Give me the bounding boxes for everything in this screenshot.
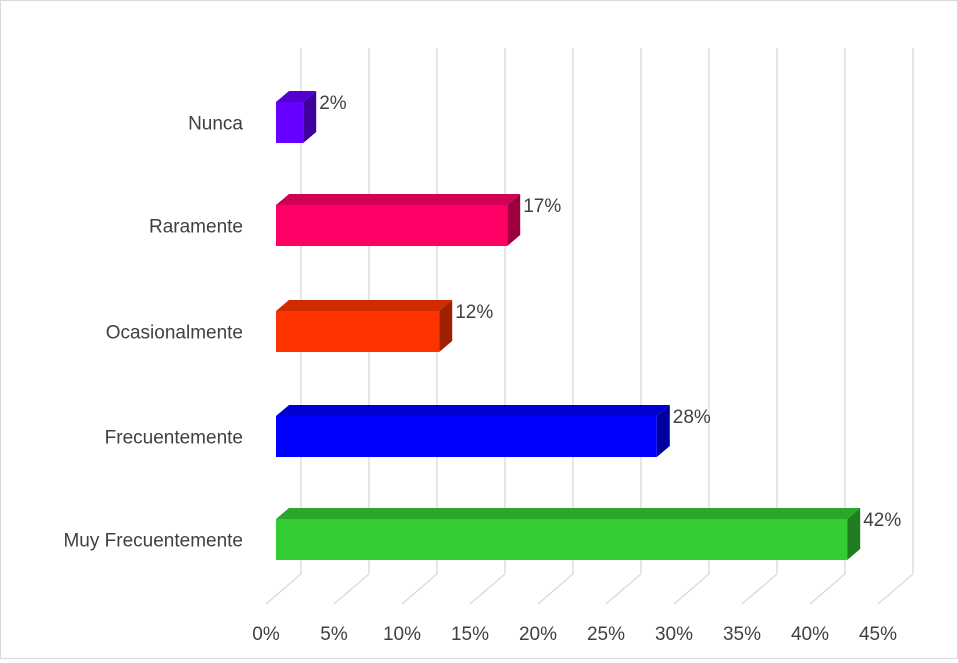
gridline-floor	[741, 573, 778, 605]
gridline-floor	[809, 573, 846, 605]
category-label: Muy Frecuentemente	[63, 531, 243, 552]
category-label: Raramente	[149, 217, 243, 238]
x-tick-label: 5%	[320, 624, 348, 645]
x-tick-label: 25%	[587, 624, 625, 645]
gridline-floor	[401, 573, 438, 605]
bar-side	[303, 91, 317, 143]
bar	[276, 194, 521, 246]
data-label: 12%	[455, 302, 493, 323]
bar-side	[507, 194, 521, 246]
bar-top	[276, 91, 317, 102]
category-label: Frecuentemente	[105, 428, 243, 449]
x-tick-label: 0%	[252, 624, 280, 645]
x-tick-label: 20%	[519, 624, 557, 645]
gridline-floor	[537, 573, 574, 605]
bar	[276, 405, 670, 457]
bar-front	[276, 205, 508, 246]
bar-top	[276, 300, 453, 311]
bars	[276, 91, 861, 560]
bar-top	[276, 405, 670, 416]
bar	[276, 508, 861, 560]
category-label: Ocasionalmente	[106, 323, 243, 344]
bar-side	[847, 508, 861, 560]
data-label: 2%	[319, 93, 347, 114]
x-tick-label: 35%	[723, 624, 761, 645]
gridline-floor	[673, 573, 710, 605]
gridline-floor	[333, 573, 370, 605]
bar-top	[276, 194, 521, 205]
bar-side	[439, 300, 453, 352]
bar-front	[276, 102, 304, 143]
bar-side	[656, 405, 670, 457]
bar	[276, 300, 453, 352]
x-tick-label: 30%	[655, 624, 693, 645]
data-label: 17%	[523, 196, 561, 217]
bar-front	[276, 519, 848, 560]
x-tick-label: 15%	[451, 624, 489, 645]
bar-top	[276, 508, 861, 519]
labels: 0% 5% 10% 15% 20% 25% 30% 35% 40% 45% Nunca 2% Raram…	[63, 93, 901, 645]
bar-front	[276, 416, 657, 457]
bar	[276, 91, 317, 143]
bar-front	[276, 311, 440, 352]
gridline-floor	[605, 573, 642, 605]
gridline-floor	[469, 573, 506, 605]
data-label: 42%	[863, 510, 901, 531]
x-tick-label: 40%	[791, 624, 829, 645]
gridline-floor	[877, 573, 914, 605]
gridline-floor	[265, 573, 302, 605]
category-label: Nunca	[188, 114, 243, 135]
data-label: 28%	[673, 407, 711, 428]
x-tick-label: 45%	[859, 624, 897, 645]
x-tick-label: 10%	[383, 624, 421, 645]
